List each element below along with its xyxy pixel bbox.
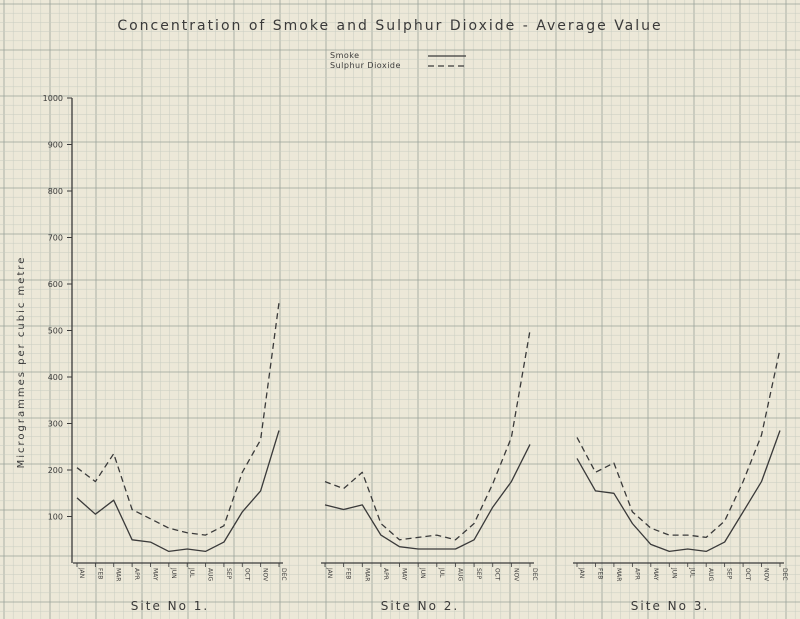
x-tick-label: SEP (225, 568, 232, 580)
panel-label: Site No 2. (381, 599, 459, 613)
x-tick-label: JUN (670, 567, 677, 579)
y-tick-label: 800 (48, 187, 63, 196)
x-tick-label: FEB (96, 568, 103, 579)
y-tick-label: 300 (48, 420, 63, 429)
x-tick-label: MAR (615, 568, 622, 581)
x-tick-label: APR (382, 568, 389, 580)
x-tick-label: OCT (494, 568, 501, 581)
y-axis-label: Microgrammes per cubic metre (16, 256, 27, 469)
panels: JAN FEB MAR APR MAY JUN JUL AUG SEP OCT NOV DEC Site… (73, 302, 788, 613)
y-tick-label: 200 (48, 466, 63, 475)
series-line-sulphur-dioxide (76, 302, 280, 536)
panel-site-1: JAN FEB MAR APR MAY JUN JUL AUG SEP OCT NOV DEC Site… (73, 302, 287, 613)
x-tick-label: JUN (170, 567, 177, 579)
x-tick-label: FEB (596, 568, 603, 579)
x-tick-label: JUN (419, 567, 426, 579)
y-tick-label: 900 (48, 141, 63, 150)
y-tick-label: 600 (48, 280, 63, 289)
x-tick-label: APR (633, 568, 640, 580)
x-tick-label: NOV (763, 568, 770, 582)
x-tick-label: DEC (781, 568, 788, 581)
chart-title: Concentration of Smoke and Sulphur Dioxi… (117, 18, 662, 34)
x-tick-label: MAR (115, 568, 122, 581)
series-line-smoke (76, 430, 280, 553)
x-tick-label: AUG (707, 568, 714, 581)
series-line-smoke (324, 444, 531, 550)
x-tick-label: JAN (578, 567, 585, 578)
x-tick-label: OCT (243, 568, 250, 581)
x-tick-label: MAY (652, 568, 659, 581)
panel-site-2: JAN FEB MAR APR MAY JUN JUL AUG SEP OCT NOV DEC Site… (321, 330, 538, 613)
x-tick-label: FEB (345, 568, 352, 579)
x-tick-label: AUG (207, 568, 214, 581)
series-line-sulphur-dioxide (576, 348, 781, 539)
x-tick-label: MAR (363, 568, 370, 581)
x-tick-label: JUL (188, 567, 195, 578)
x-tick-label: JUL (438, 567, 445, 578)
x-tick-label: JAN (326, 567, 333, 578)
x-tick-label: SEP (726, 568, 733, 580)
x-tick-label: OCT (744, 568, 751, 581)
panel-label: Site No 1. (131, 599, 209, 613)
y-tick-label: 1000 (43, 94, 63, 103)
x-tick-label: DEC (280, 568, 287, 581)
legend: Smoke Sulphur Dioxide (330, 51, 466, 70)
x-tick-label: AUG (456, 568, 463, 581)
y-tick-label: 100 (48, 513, 63, 522)
x-tick-label: JUL (689, 567, 696, 578)
x-tick-label: NOV (262, 568, 269, 582)
x-tick-label: MAY (151, 568, 158, 581)
x-tick-label: JAN (78, 567, 85, 578)
y-tick-label: 500 (48, 327, 63, 336)
series-line-smoke (576, 430, 781, 553)
x-tick-label: MAY (401, 568, 408, 581)
y-tick-label: 400 (48, 373, 63, 382)
y-tick-label: 700 (48, 234, 63, 243)
x-tick-label: NOV (512, 568, 519, 582)
panel-label: Site No 3. (631, 599, 709, 613)
series-line-sulphur-dioxide (324, 330, 531, 541)
x-tick-label: APR (133, 568, 140, 580)
x-tick-label: SEP (475, 568, 482, 580)
legend-label-sulphur-dioxide: Sulphur Dioxide (330, 61, 401, 70)
x-tick-label: DEC (531, 568, 538, 581)
panel-site-3: JAN FEB MAR APR MAY JUN JUL AUG SEP OCT NOV DEC Site… (573, 348, 788, 613)
y-axis: 100 200 300 400 500 600 700 800 900 1000 (43, 94, 73, 563)
legend-label-smoke: Smoke (330, 51, 360, 60)
